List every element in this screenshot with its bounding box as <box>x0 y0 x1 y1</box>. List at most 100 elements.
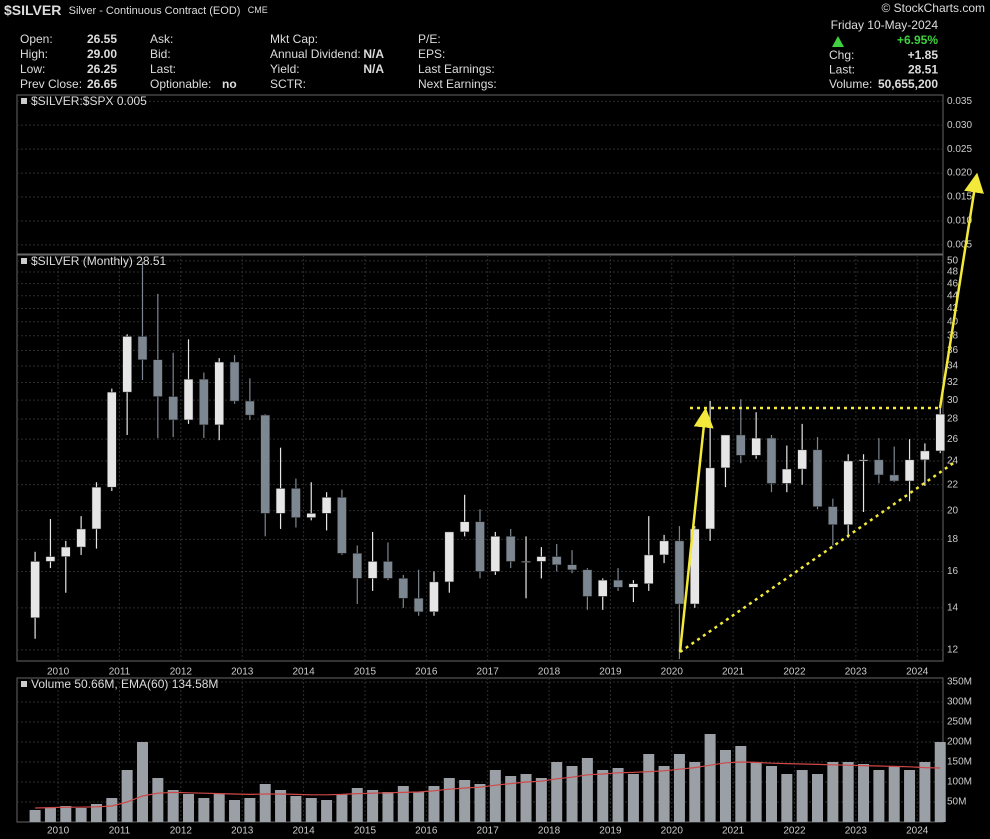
candle-body <box>137 336 148 360</box>
candle-body <box>383 561 393 579</box>
candle-body <box>168 396 178 421</box>
field-label: EPS: <box>418 47 445 61</box>
x-tick-label: 2023 <box>845 826 868 837</box>
candle-body <box>214 361 224 426</box>
field-label: SCTR: <box>270 77 306 91</box>
y-tick-label: 22 <box>947 479 959 490</box>
volume-bar <box>44 808 56 822</box>
field-label: Prev Close: <box>20 77 82 91</box>
x-tick-label: 2015 <box>354 667 377 678</box>
x-tick-label: 2016 <box>415 826 438 837</box>
volume-bar <box>459 780 471 822</box>
volume-bar <box>842 762 854 822</box>
candle-body <box>751 437 761 456</box>
candle-body <box>275 488 286 514</box>
x-tick-label: 2019 <box>599 826 622 837</box>
candle-body <box>705 467 715 530</box>
volume-bar <box>551 762 563 822</box>
y-tick-label: 46 <box>947 278 959 289</box>
volume-bar <box>90 804 102 822</box>
x-tick-label: 2021 <box>722 667 745 678</box>
x-tick-label: 2021 <box>722 826 745 837</box>
volume-bar <box>259 784 271 822</box>
volume-bar <box>106 798 118 822</box>
field-value: no <box>222 77 237 91</box>
volume-bar <box>60 806 72 822</box>
candle-body <box>920 450 930 461</box>
candle-body <box>475 521 485 572</box>
volume-bar <box>183 794 195 822</box>
candle-body <box>720 434 731 469</box>
volume-bar <box>719 750 731 822</box>
y-tick-label: 200M <box>947 737 972 748</box>
y-tick-label: 100M <box>947 777 972 788</box>
candle-body <box>858 459 869 462</box>
y-tick-label: 36 <box>947 345 959 356</box>
volume-bar <box>612 768 624 822</box>
panel-title: Volume 50.66M, EMA(60) 134.58M <box>31 677 218 691</box>
volume-bar <box>704 734 716 822</box>
field-value: N/A <box>363 62 384 76</box>
candle-body <box>797 449 807 470</box>
field-label: Optionable: <box>150 77 211 91</box>
panel-title: $SILVER (Monthly) 28.51 <box>31 254 167 268</box>
x-tick-label: 2017 <box>477 667 500 678</box>
candle-body <box>91 486 102 530</box>
y-tick-label: 30 <box>947 395 959 406</box>
y-tick-label: 0.010 <box>947 216 972 227</box>
y-tick-label: 26 <box>947 434 959 445</box>
volume-bar <box>750 762 762 822</box>
candle-body <box>229 361 240 402</box>
y-tick-label: 50 <box>947 256 959 267</box>
candle-body <box>459 521 470 533</box>
volume-bar <box>152 778 164 822</box>
volume-bar <box>689 762 701 822</box>
x-tick-label: 2018 <box>538 826 561 837</box>
y-tick-label: 16 <box>947 566 959 577</box>
candle-body <box>122 336 132 393</box>
x-tick-label: 2016 <box>415 667 438 678</box>
volume-bar <box>29 810 41 822</box>
volume-bar <box>873 770 885 822</box>
quote-label: Last: <box>829 63 855 77</box>
candle-body <box>567 564 577 571</box>
y-tick-label: 20 <box>947 505 959 516</box>
y-tick-label: 14 <box>947 603 959 614</box>
candle-body <box>199 378 209 426</box>
x-tick-label: 2019 <box>599 667 622 678</box>
field-value: 26.25 <box>87 62 117 76</box>
candle-body <box>321 497 332 514</box>
volume-bar <box>198 798 210 822</box>
y-tick-label: 34 <box>947 361 959 372</box>
x-tick-label: 2017 <box>477 826 500 837</box>
candle-body <box>536 556 547 562</box>
candle-body <box>61 546 71 557</box>
x-tick-label: 2024 <box>906 667 929 678</box>
x-tick-label: 2011 <box>109 826 131 837</box>
volume-bar <box>919 762 931 822</box>
volume-bar <box>796 770 808 822</box>
volume-bar <box>428 786 440 822</box>
volume-bar <box>367 790 379 822</box>
candle-body <box>291 488 301 518</box>
legend-swatch <box>21 98 27 104</box>
quote-value: 28.51 <box>908 63 938 77</box>
volume-bar <box>75 808 87 822</box>
field-label: Yield: <box>270 62 300 76</box>
candle-body <box>521 561 531 563</box>
volume-bar <box>489 770 501 822</box>
volume-bar <box>658 766 670 822</box>
volume-bar <box>858 764 870 822</box>
volume-bar <box>505 776 517 822</box>
x-tick-label: 2020 <box>661 826 684 837</box>
y-tick-label: 32 <box>947 377 959 388</box>
volume-bar <box>627 774 639 822</box>
volume-bar <box>167 790 179 822</box>
y-tick-label: 12 <box>947 645 959 656</box>
x-tick-label: 2020 <box>661 667 684 678</box>
candle-body <box>76 528 86 548</box>
candle-body <box>828 506 838 525</box>
candle-body <box>337 497 347 554</box>
y-tick-label: 0.015 <box>947 192 972 203</box>
candle-body <box>30 561 40 619</box>
